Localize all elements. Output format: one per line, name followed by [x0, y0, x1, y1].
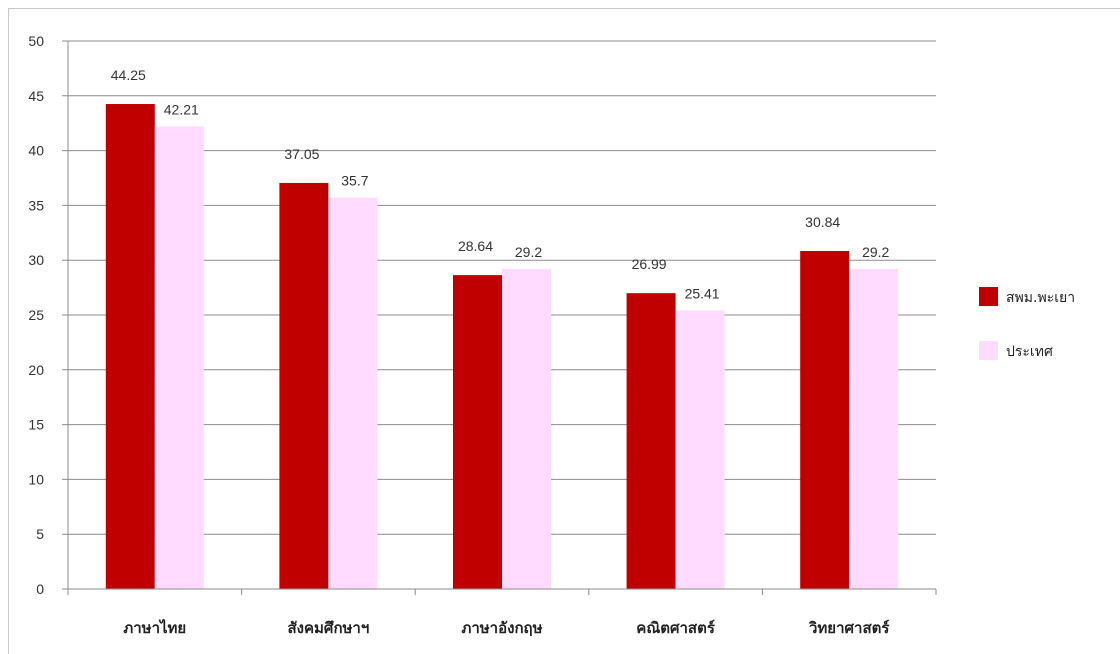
x-category-label: สังคมศึกษาฯ — [288, 619, 370, 637]
axes — [62, 41, 937, 595]
x-axis-category-labels: ภาษาไทย สังคมศึกษาฯ ภาษาอังกฤษ คณิตศาสตร์ วิ… — [123, 618, 890, 637]
bar-series-1 — [626, 293, 676, 589]
y-axis-tick-labels: 0 5 10 15 20 25 30 35 40 45 50 — [28, 33, 44, 597]
legend-swatch — [979, 287, 998, 306]
data-label: 35.7 — [341, 173, 368, 189]
bars — [105, 104, 899, 590]
x-category-label: ภาษาอังกฤษ — [461, 619, 542, 637]
data-labels: 44.25 42.21 37.05 35.7 28.64 29.2 26.99 25.41 30… — [111, 67, 890, 301]
y-tick-label: 50 — [28, 33, 44, 49]
y-tick-label: 45 — [28, 88, 44, 104]
bar-series-2 — [675, 310, 725, 589]
data-label: 44.25 — [111, 67, 146, 83]
bar-series-1 — [105, 104, 155, 590]
data-label: 30.84 — [805, 214, 840, 230]
y-tick-label: 30 — [28, 252, 44, 268]
y-tick-label: 0 — [36, 581, 44, 597]
bar-series-2 — [502, 268, 551, 589]
bar-series-1 — [453, 275, 502, 589]
legend-label: สพม.พะเยา — [1006, 290, 1075, 306]
y-tick-label: 20 — [28, 362, 44, 378]
y-tick-label: 10 — [28, 471, 44, 487]
y-tick-label: 15 — [28, 417, 44, 433]
bar-series-2 — [154, 126, 204, 589]
data-label: 26.99 — [632, 256, 667, 272]
bar-series-1 — [800, 250, 850, 590]
bar-series-1 — [279, 182, 329, 589]
data-label: 29.2 — [862, 244, 889, 260]
data-label: 29.2 — [515, 244, 542, 260]
legend-label: ประเทศ — [1006, 344, 1053, 360]
bar-series-2 — [328, 197, 378, 589]
data-label: 25.41 — [685, 286, 720, 302]
x-category-label: คณิตศาสตร์ — [636, 619, 716, 637]
chart-frame — [8, 8, 1120, 654]
data-label: 37.05 — [284, 146, 319, 162]
bar-series-2 — [849, 268, 899, 589]
x-category-label: วิทยาศาสตร์ — [808, 619, 890, 637]
data-label: 28.64 — [458, 238, 493, 254]
y-tick-label: 40 — [28, 143, 44, 159]
legend-swatch — [979, 341, 998, 360]
data-label: 42.21 — [164, 101, 199, 117]
y-tick-label: 25 — [28, 307, 44, 323]
y-tick-label: 5 — [36, 526, 44, 542]
y-tick-label: 35 — [28, 197, 44, 213]
x-category-label: ภาษาไทย — [123, 618, 186, 637]
